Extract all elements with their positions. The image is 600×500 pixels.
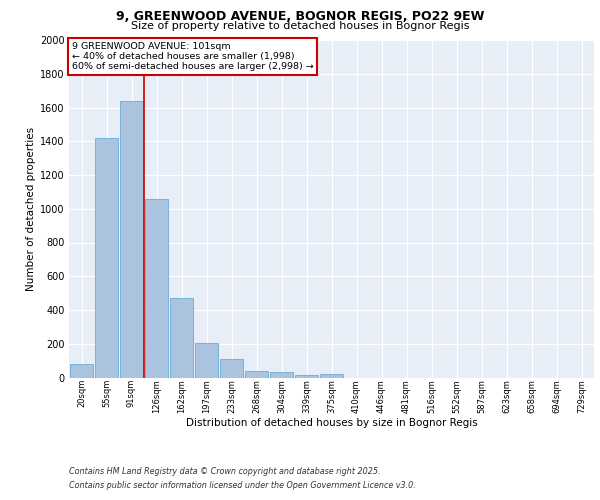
Bar (119, 101, 143, 377)
X-axis label: Distribution of detached houses by size in Bognor Regis: Distribution of detached houses by size … (185, 418, 478, 428)
Bar (95, 138, 118, 378)
Bar (70, 364, 94, 378)
Bar (295, 375, 319, 378)
Text: Contains HM Land Registry data © Crown copyright and database right 2025.: Contains HM Land Registry data © Crown c… (69, 467, 380, 476)
Bar (145, 198, 169, 378)
Bar (194, 343, 218, 378)
Bar (269, 372, 293, 378)
Bar (245, 371, 268, 378)
Text: 9 GREENWOOD AVENUE: 101sqm
← 40% of detached houses are smaller (1,998)
60% of s: 9 GREENWOOD AVENUE: 101sqm ← 40% of deta… (71, 42, 313, 72)
Bar (320, 374, 343, 378)
Text: Contains public sector information licensed under the Open Government Licence v3: Contains public sector information licen… (69, 481, 416, 490)
Bar (220, 359, 244, 378)
Text: Size of property relative to detached houses in Bognor Regis: Size of property relative to detached ho… (131, 21, 469, 31)
Text: 9, GREENWOOD AVENUE, BOGNOR REGIS, PO22 9EW: 9, GREENWOOD AVENUE, BOGNOR REGIS, PO22 … (116, 10, 484, 23)
Bar (170, 298, 193, 378)
Y-axis label: Number of detached properties: Number of detached properties (26, 126, 36, 291)
